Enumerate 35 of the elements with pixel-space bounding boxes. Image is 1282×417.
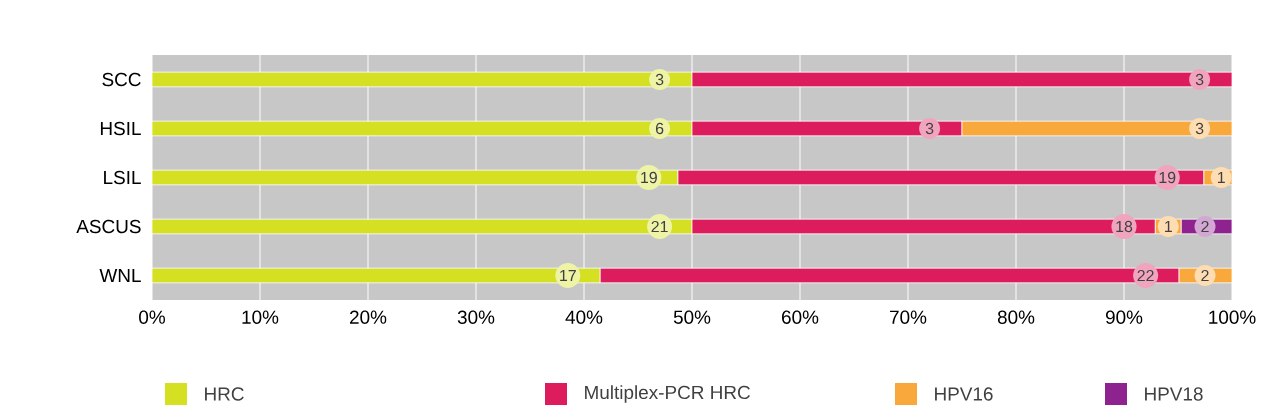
legend-label: HPV16 [935, 387, 993, 401]
annotation: 3 [1195, 122, 1204, 135]
x-tick-label: 20% [350, 310, 387, 324]
annotation: 1 [1165, 221, 1172, 232]
y-tick-label: WNL [99, 269, 141, 283]
y-tick-label: SCC [102, 72, 141, 87]
x-tick-label: 100% [1209, 310, 1256, 324]
x-tick-label: 90% [1105, 310, 1143, 324]
x-tick-label: 40% [565, 310, 603, 324]
annotation: 19 [1159, 171, 1176, 184]
x-tick-label: 50% [673, 310, 711, 324]
annotation: 19 [641, 171, 657, 184]
x-tick-label: 70% [890, 310, 927, 324]
x-tick-label: 30% [457, 310, 495, 324]
annotation: 2 [1201, 220, 1209, 233]
annotation: 21 [651, 220, 668, 233]
x-tick-label: 60% [782, 310, 819, 324]
annotation: 22 [1137, 269, 1154, 282]
annotation: 3 [1195, 73, 1204, 86]
x-tick-label: 80% [997, 310, 1035, 324]
y-tick-label: LSIL [104, 170, 141, 185]
annotation: 1 [1218, 172, 1225, 183]
annotation: 2 [1201, 269, 1209, 282]
annotation: 18 [1116, 220, 1133, 233]
legend-label: Multiplex-PCR HRC [585, 385, 750, 403]
annotation: 3 [925, 122, 934, 135]
y-tick-label: HSIL [100, 121, 141, 136]
annotation: 3 [655, 73, 664, 86]
y-tick-label: ASCUS [76, 219, 141, 234]
legend-label: HRC [205, 387, 244, 401]
annotation: 6 [655, 122, 664, 135]
legend-label: HPV18 [1145, 387, 1203, 401]
x-tick-label: 10% [242, 310, 279, 324]
annotation: 17 [560, 270, 576, 281]
x-tick-label: 0% [139, 310, 165, 324]
